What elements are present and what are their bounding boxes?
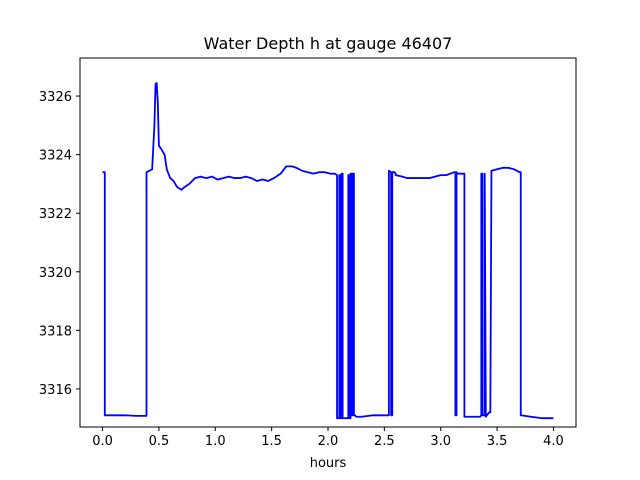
x-tick-label: 3.0 — [430, 434, 451, 449]
x-tick-label: 2.0 — [318, 434, 339, 449]
x-axis-ticks: 0.0 0.5 1.0 1.5 2.0 2.5 3.0 3.5 4.0 — [92, 427, 564, 449]
series-layer — [102, 81, 554, 420]
y-tick-label: 3324 — [39, 149, 72, 164]
x-tick-label: 0.0 — [92, 434, 113, 449]
y-tick-label: 3318 — [39, 324, 72, 339]
y-tick-label: 3322 — [39, 207, 72, 222]
y-tick-label: 3316 — [39, 383, 72, 398]
chart-title: Water Depth h at gauge 46407 — [204, 34, 453, 53]
x-tick-label: 1.5 — [261, 434, 282, 449]
x-tick-label: 0.5 — [149, 434, 170, 449]
y-tick-label: 3326 — [39, 90, 72, 105]
y-axis-ticks: 3316 3318 3320 3322 3324 3326 — [39, 90, 80, 398]
series-line — [102, 81, 554, 420]
x-tick-label: 3.5 — [487, 434, 508, 449]
y-tick-label: 3320 — [39, 266, 72, 281]
x-tick-label: 2.5 — [374, 434, 395, 449]
x-axis-label: hours — [310, 456, 347, 471]
x-tick-label: 1.0 — [205, 434, 226, 449]
x-tick-label: 4.0 — [543, 434, 564, 449]
